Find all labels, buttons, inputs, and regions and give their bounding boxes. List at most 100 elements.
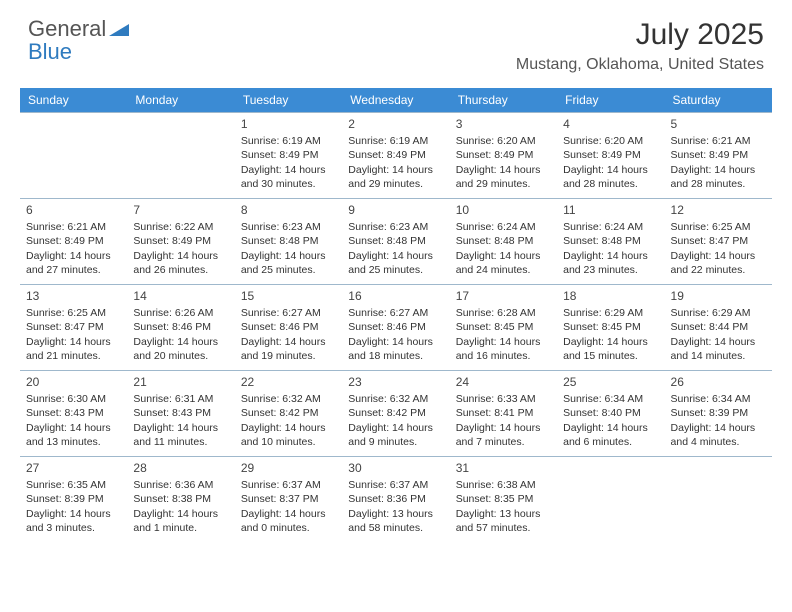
daylight-line-1: Daylight: 13 hours <box>456 507 551 521</box>
day-number: 23 <box>348 374 443 390</box>
daylight-line-1: Daylight: 14 hours <box>348 421 443 435</box>
daylight-line-2: and 22 minutes. <box>671 263 766 277</box>
day-number: 7 <box>133 202 228 218</box>
calendar-cell: 8Sunrise: 6:23 AMSunset: 8:48 PMDaylight… <box>235 199 342 285</box>
daylight-line-1: Daylight: 14 hours <box>671 335 766 349</box>
calendar-cell: 16 Sunrise: 6:27 AMSunset: 8:46 PMDayligh… <box>342 285 449 371</box>
daylight-line-2: and 28 minutes. <box>671 177 766 191</box>
daylight-line-2: and 14 minutes. <box>671 349 766 363</box>
daylight-line-1: Daylight: 14 hours <box>241 507 336 521</box>
day-number: 16 <box>348 288 443 304</box>
daylight-line-1: Daylight: 14 hours <box>241 163 336 177</box>
sunrise-line: Sunrise: 6:27 AM <box>348 306 443 320</box>
daylight-line-1: Daylight: 14 hours <box>133 421 228 435</box>
daylight-line-2: and 3 minutes. <box>26 521 121 535</box>
day-number: 17 <box>456 288 551 304</box>
daylight-line-2: and 29 minutes. <box>456 177 551 191</box>
day-header: Sunday <box>20 88 127 113</box>
logo-word-general: General <box>28 16 106 41</box>
sunrise-line: Sunrise: 6:22 AM <box>133 220 228 234</box>
day-number: 25 <box>563 374 658 390</box>
sunset-line: Sunset: 8:49 PM <box>241 148 336 162</box>
sunset-line: Sunset: 8:46 PM <box>133 320 228 334</box>
calendar-cell <box>20 113 127 199</box>
day-number: 30 <box>348 460 443 476</box>
day-number: 27 <box>26 460 121 476</box>
calendar-cell: 19Sunrise: 6:29 AMSunset: 8:44 PMDayligh… <box>665 285 772 371</box>
daylight-line-2: and 57 minutes. <box>456 521 551 535</box>
logo-word-blue: Blue <box>28 39 72 64</box>
header: General Blue July 2025 Mustang, Oklahoma… <box>0 0 792 78</box>
daylight-line-1: Daylight: 14 hours <box>563 421 658 435</box>
sunrise-line: Sunrise: 6:23 AM <box>241 220 336 234</box>
sunset-line: Sunset: 8:42 PM <box>241 406 336 420</box>
title-block: July 2025 Mustang, Oklahoma, United Stat… <box>516 18 764 74</box>
daylight-line-2: and 0 minutes. <box>241 521 336 535</box>
calendar-table: SundayMondayTuesdayWednesdayThursdayFrid… <box>20 88 772 543</box>
daylight-line-1: Daylight: 14 hours <box>241 335 336 349</box>
daylight-line-1: Daylight: 14 hours <box>26 335 121 349</box>
sunset-line: Sunset: 8:48 PM <box>241 234 336 248</box>
daylight-line-2: and 20 minutes. <box>133 349 228 363</box>
day-header: Monday <box>127 88 234 113</box>
daylight-line-2: and 25 minutes. <box>241 263 336 277</box>
calendar-cell <box>127 113 234 199</box>
daylight-line-2: and 9 minutes. <box>348 435 443 449</box>
daylight-line-1: Daylight: 14 hours <box>563 335 658 349</box>
daylight-line-1: Daylight: 14 hours <box>456 421 551 435</box>
sunset-line: Sunset: 8:39 PM <box>26 492 121 506</box>
sunset-line: Sunset: 8:36 PM <box>348 492 443 506</box>
sunrise-line: Sunrise: 6:31 AM <box>133 392 228 406</box>
sunset-line: Sunset: 8:48 PM <box>563 234 658 248</box>
day-header: Wednesday <box>342 88 449 113</box>
day-number: 22 <box>241 374 336 390</box>
sunrise-line: Sunrise: 6:37 AM <box>241 478 336 492</box>
daylight-line-1: Daylight: 14 hours <box>456 335 551 349</box>
daylight-line-2: and 28 minutes. <box>563 177 658 191</box>
day-number: 29 <box>241 460 336 476</box>
sunset-line: Sunset: 8:46 PM <box>348 320 443 334</box>
daylight-line-2: and 11 minutes. <box>133 435 228 449</box>
day-number: 19 <box>671 288 766 304</box>
sunset-line: Sunset: 8:47 PM <box>26 320 121 334</box>
calendar-cell: 24Sunrise: 6:33 AMSunset: 8:41 PMDayligh… <box>450 371 557 457</box>
sunrise-line: Sunrise: 6:35 AM <box>26 478 121 492</box>
day-number: 12 <box>671 202 766 218</box>
day-number: 3 <box>456 116 551 132</box>
day-header: Thursday <box>450 88 557 113</box>
daylight-line-2: and 18 minutes. <box>348 349 443 363</box>
daylight-line-1: Daylight: 14 hours <box>348 335 443 349</box>
day-number: 24 <box>456 374 551 390</box>
daylight-line-2: and 25 minutes. <box>348 263 443 277</box>
logo-triangle-icon <box>109 22 129 41</box>
calendar-cell: 4Sunrise: 6:20 AMSunset: 8:49 PMDaylight… <box>557 113 664 199</box>
day-number: 18 <box>563 288 658 304</box>
daylight-line-2: and 15 minutes. <box>563 349 658 363</box>
daylight-line-1: Daylight: 14 hours <box>348 249 443 263</box>
daylight-line-1: Daylight: 14 hours <box>26 507 121 521</box>
sunrise-line: Sunrise: 6:26 AM <box>133 306 228 320</box>
daylight-line-1: Daylight: 14 hours <box>563 249 658 263</box>
calendar-cell: 20Sunrise: 6:30 AMSunset: 8:43 PMDayligh… <box>20 371 127 457</box>
sunset-line: Sunset: 8:49 PM <box>456 148 551 162</box>
calendar-row: 27Sunrise: 6:35 AMSunset: 8:39 PMDayligh… <box>20 457 772 543</box>
calendar-cell: 27 Sunrise: 6:35 AMSunset: 8:39 PMDayligh… <box>20 457 127 543</box>
day-number: 21 <box>133 374 228 390</box>
daylight-line-2: and 1 minute. <box>133 521 228 535</box>
sunrise-line: Sunrise: 6:25 AM <box>671 220 766 234</box>
sunset-line: Sunset: 8:35 PM <box>456 492 551 506</box>
calendar-cell <box>557 457 664 543</box>
daylight-line-1: Daylight: 14 hours <box>133 335 228 349</box>
sunrise-line: Sunrise: 6:32 AM <box>348 392 443 406</box>
sunrise-line: Sunrise: 6:29 AM <box>671 306 766 320</box>
calendar-cell: 29 Sunrise: 6:37 AMSunset: 8:37 PMDayligh… <box>235 457 342 543</box>
sunrise-line: Sunrise: 6:21 AM <box>671 134 766 148</box>
daylight-line-2: and 10 minutes. <box>241 435 336 449</box>
sunset-line: Sunset: 8:37 PM <box>241 492 336 506</box>
sunrise-line: Sunrise: 6:30 AM <box>26 392 121 406</box>
sunrise-line: Sunrise: 6:29 AM <box>563 306 658 320</box>
calendar-cell: 30Sunrise: 6:37 AMSunset: 8:36 PMDayligh… <box>342 457 449 543</box>
daylight-line-2: and 23 minutes. <box>563 263 658 277</box>
daylight-line-1: Daylight: 14 hours <box>671 249 766 263</box>
sunset-line: Sunset: 8:41 PM <box>456 406 551 420</box>
